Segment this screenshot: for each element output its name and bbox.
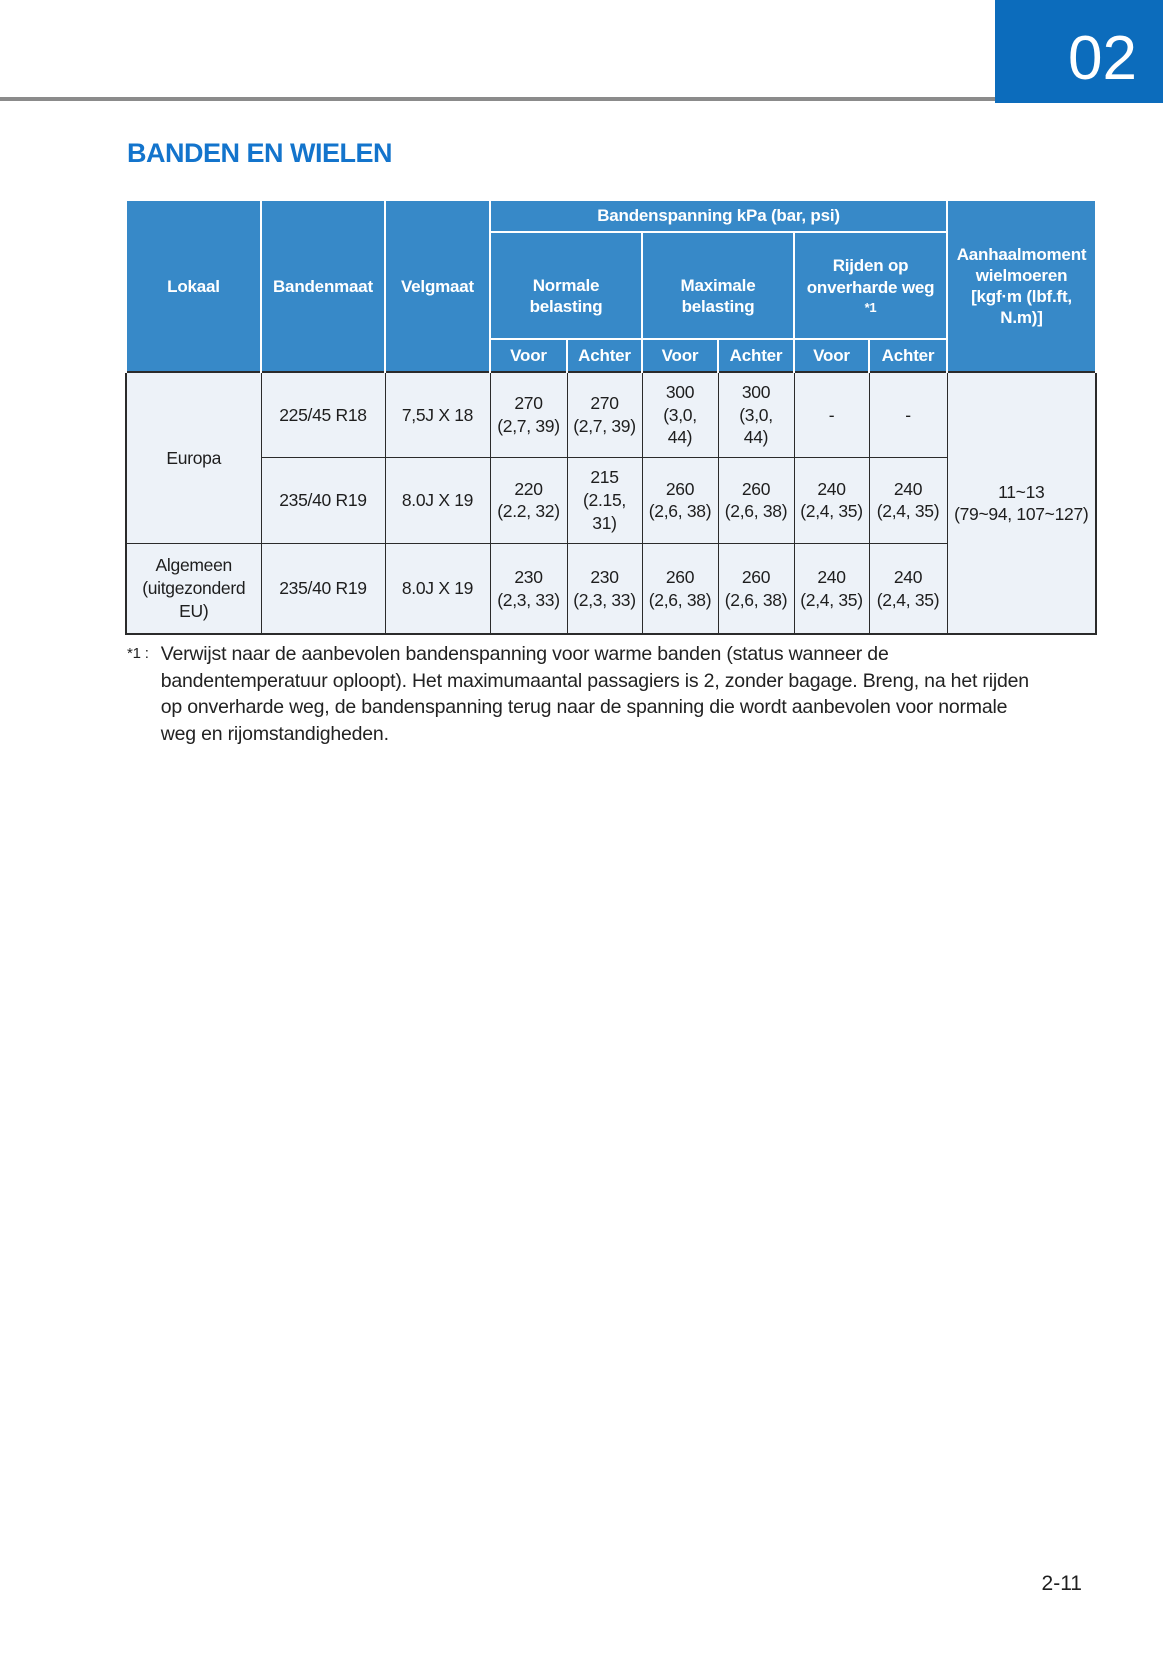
cell-bandenmaat: 225/45 R18 — [260, 371, 386, 458]
cell-normale-achter: 230 (2,3, 33) — [566, 542, 643, 635]
cell-velgmaat: 7,5J X 18 — [384, 371, 491, 458]
header-divider — [0, 97, 995, 101]
cell-onverhard-achter: 240 (2,4, 35) — [868, 456, 948, 544]
header-cell-bandenmaat: Bandenmaat — [260, 198, 386, 373]
cell-velgmaat: 8.0J X 19 — [384, 456, 491, 544]
cell-maximale-achter: 260 (2,6, 38) — [717, 456, 795, 544]
header-label-onverhard: Rijden op onverharde weg — [806, 256, 935, 297]
cell-bandenmaat: 235/40 R19 — [260, 456, 386, 544]
cell-normale-achter: 215 (2.15, 31) — [566, 456, 643, 544]
tire-pressure-table: Lokaal Bandenmaat Velgmaat Bandenspannin… — [125, 198, 1098, 635]
table-row-algemeen: Algemeen (uitgezonderd EU) 235/40 R19 8.… — [125, 542, 1096, 635]
cell-normale-voor: 230 (2,3, 33) — [489, 542, 568, 635]
header-cell-aanhaalmoment: Aanhaalmoment wielmoeren [kgf·m (lbf.ft,… — [946, 198, 1098, 373]
cell-lokaal-europa: Europa — [125, 371, 262, 544]
header-cell-velgmaat: Velgmaat — [384, 198, 491, 373]
cell-onverhard-voor: - — [793, 371, 870, 458]
cell-maximale-achter: 300 (3,0, 44) — [717, 371, 795, 458]
header-cell-lokaal: Lokaal — [125, 198, 262, 373]
cell-maximale-voor: 300 (3,0, 44) — [641, 371, 719, 458]
header-cell-voor-1: Voor — [489, 338, 568, 373]
cell-maximale-voor: 260 (2,6, 38) — [641, 456, 719, 544]
cell-maximale-achter: 260 (2,6, 38) — [717, 542, 795, 635]
header-cell-voor-2: Voor — [641, 338, 719, 373]
cell-velgmaat: 8.0J X 19 — [384, 542, 491, 635]
cell-onverhard-voor: 240 (2,4, 35) — [793, 542, 870, 635]
footnote-marker: *1 : — [127, 645, 149, 662]
header-label-normale: Normale belasting — [529, 276, 603, 317]
header-cell-bandenspanning: Bandenspanning kPa (bar, psi) — [488, 199, 949, 232]
footnote-reference: *1 — [864, 299, 877, 315]
footnote: *1 : Verwijst naar de aanbevolen bandens… — [127, 641, 1032, 748]
footnote-text: Verwijst naar de aanbevolen bandenspanni… — [160, 643, 1029, 746]
chapter-number: 02 — [1068, 23, 1137, 93]
cell-normale-voor: 220 (2.2, 32) — [489, 456, 568, 544]
header-cell-maximale-belasting: Maximale belasting — [641, 230, 795, 341]
header-cell-achter-2: Achter — [717, 338, 795, 373]
page-number: 2-11 — [1041, 1572, 1082, 1595]
cell-bandenmaat: 235/40 R19 — [260, 542, 386, 635]
chapter-badge: 02 — [995, 0, 1163, 103]
header-cell-achter-3: Achter — [867, 338, 949, 373]
header-cell-voor-3: Voor — [793, 338, 870, 373]
table-row-europa-r19: 235/40 R19 8.0J X 19 220 (2.2, 32) 215 (… — [126, 456, 1096, 544]
cell-torque: 11~13 (79~94, 107~127) — [946, 371, 1097, 635]
table-row-europa-r18: Europa 225/45 R18 7,5J X 18 270 (2,7, 39… — [125, 371, 1097, 635]
cell-maximale-voor: 260 (2,6, 38) — [641, 542, 719, 635]
cell-onverhard-achter: 240 (2,4, 35) — [868, 542, 948, 635]
cell-onverhard-achter: - — [868, 371, 948, 458]
header-cell-achter-1: Achter — [566, 338, 643, 373]
cell-normale-voor: 270 (2,7, 39) — [489, 371, 568, 458]
header-label-maximale: Maximale belasting — [680, 276, 756, 317]
cell-onverhard-voor: 240 (2,4, 35) — [793, 456, 870, 544]
header-cell-onverharde-weg: Rijden op onverharde weg *1 — [792, 230, 949, 341]
header-cell-normale-belasting: Normale belasting — [489, 230, 643, 341]
page-title: BANDEN EN WIELEN — [127, 138, 393, 168]
cell-normale-achter: 270 (2,7, 39) — [566, 371, 643, 458]
tire-wheel-table: Lokaal Bandenmaat Velgmaat Bandenspannin… — [125, 198, 1098, 635]
cell-lokaal-algemeen: Algemeen (uitgezonderd EU) — [125, 542, 262, 635]
